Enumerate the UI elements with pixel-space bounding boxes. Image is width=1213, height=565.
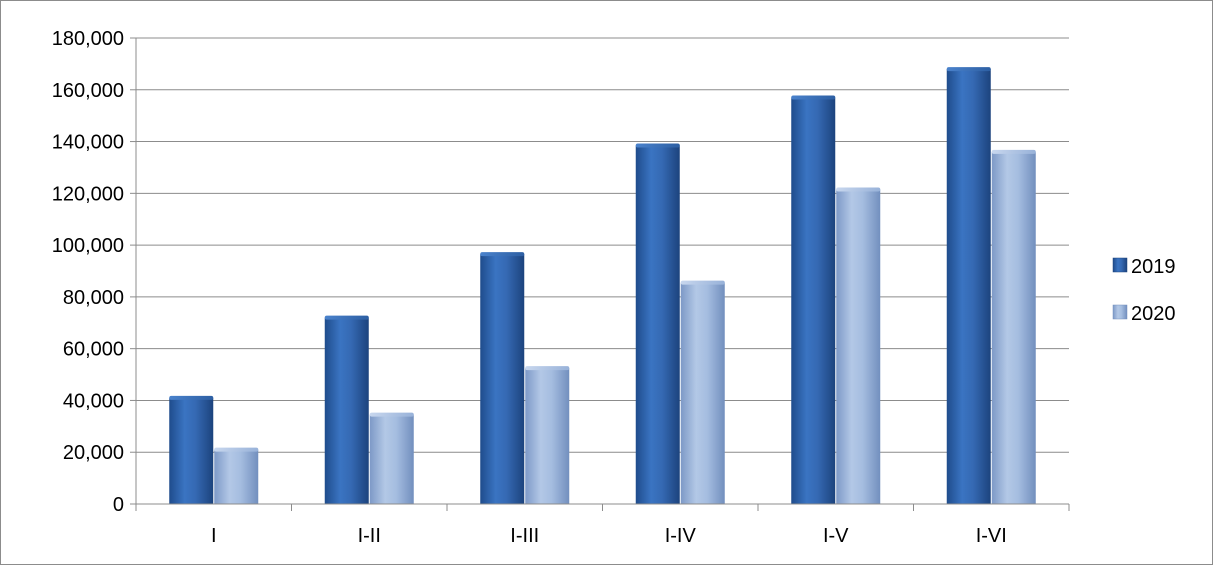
- y-axis-tick-labels: 0 20,000 40,000 60,000 80,000 100,000 120,000 1…: [52, 28, 124, 516]
- bar-2020-I-V: [836, 189, 881, 504]
- bar-2019-I-IV: [635, 145, 680, 504]
- bar-top-2020-I: [214, 447, 259, 452]
- legend: 2019 2020: [1112, 256, 1176, 325]
- x-tick-label-3: I-IV: [665, 525, 697, 547]
- bar-top-2019-I: [169, 395, 214, 400]
- axes: [130, 37, 1070, 511]
- y-tick-label-0: 0: [113, 494, 124, 516]
- x-axis-tick-labels: I I-II I-III I-IV I-V I-VI: [211, 525, 1007, 547]
- bar-top-2020-I-II: [369, 412, 414, 417]
- bar-2019-I-III: [480, 254, 525, 504]
- bar-top-2020-I-III: [525, 366, 570, 371]
- x-tick-label-4: I-V: [823, 525, 849, 547]
- gridlines: [136, 37, 1069, 453]
- bar-2020-I-VI: [991, 151, 1036, 504]
- legend-label-2020: 2020: [1131, 303, 1176, 325]
- bar-top-2019-I-V: [791, 95, 836, 100]
- legend-swatch-2019: [1112, 257, 1128, 273]
- bars: [169, 67, 1036, 505]
- y-tick-label-6: 120,000: [52, 183, 124, 205]
- x-tick-label-1: I-II: [358, 525, 381, 547]
- bar-top-2020-I-IV: [680, 280, 725, 285]
- bar-2020-I-IV: [680, 282, 725, 504]
- y-tick-label-4: 80,000: [63, 287, 124, 309]
- bar-2019-I-II: [324, 317, 369, 504]
- bar-top-2019-I-III: [480, 252, 525, 257]
- bar-top-2019-I-II: [324, 315, 369, 320]
- y-tick-label-3: 60,000: [63, 339, 124, 361]
- legend-label-2019: 2019: [1131, 256, 1176, 278]
- x-tick-label-2: I-III: [510, 525, 539, 547]
- bar-2019-I: [169, 397, 214, 504]
- bar-top-2019-I-VI: [946, 67, 991, 72]
- y-tick-label-9: 180,000: [52, 28, 124, 50]
- y-tick-label-1: 20,000: [63, 442, 124, 464]
- bar-2020-I-II: [369, 414, 414, 504]
- bar-top-2020-I-VI: [991, 149, 1036, 154]
- legend-swatch-2020: [1112, 304, 1128, 320]
- bar-2020-I-III: [525, 368, 570, 504]
- y-tick-label-2: 40,000: [63, 390, 124, 412]
- y-tick-label-7: 140,000: [52, 132, 124, 154]
- bar-2019-I-VI: [946, 69, 991, 505]
- bar-2020-I: [214, 449, 259, 504]
- bar-top-2019-I-IV: [635, 143, 680, 148]
- bar-top-2020-I-V: [836, 187, 881, 192]
- bar-2019-I-V: [791, 97, 836, 505]
- y-tick-label-5: 100,000: [52, 235, 124, 257]
- x-tick-label-5: I-VI: [976, 525, 1007, 547]
- y-tick-label-8: 160,000: [52, 80, 124, 102]
- x-tick-label-0: I: [211, 525, 217, 547]
